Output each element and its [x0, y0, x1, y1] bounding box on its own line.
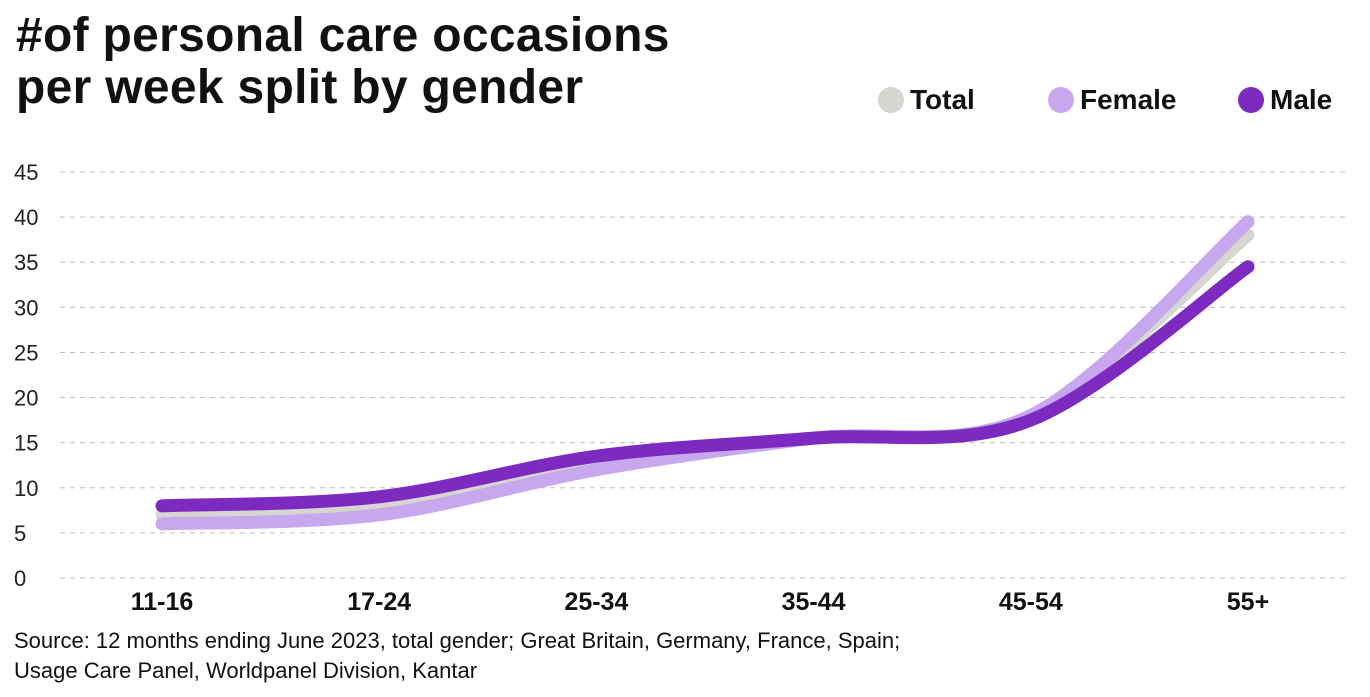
y-tick-label: 35: [14, 250, 38, 275]
series-line-female: [155, 215, 1255, 531]
legend-label-male: Male: [1270, 84, 1333, 115]
legend-label-female: Female: [1080, 84, 1177, 115]
source-line-1: Source: 12 months ending June 2023, tota…: [14, 628, 901, 653]
chart-title: #of personal care occasions per week spl…: [16, 10, 836, 114]
x-tick-label: 55+: [1227, 588, 1269, 616]
legend-swatch-male: [1238, 87, 1264, 113]
legend-item-female: Female: [1048, 84, 1177, 116]
line-chart: 0 5 10 15 20 25 30 35 40 45 11-16 17-24 25-34 35-44 45…: [14, 160, 1345, 616]
x-tick-label: 11-16: [131, 588, 194, 616]
y-tick-label: 45: [14, 160, 38, 185]
y-tick-label: 25: [14, 340, 38, 365]
legend-item-male: Male: [1238, 84, 1332, 116]
x-tick-label: 35-44: [782, 588, 846, 616]
x-tick-label: 25-34: [564, 588, 628, 616]
chart-title-line-1: #of personal care occasions: [16, 9, 670, 62]
x-tick-label: 45-54: [999, 588, 1063, 616]
series-line-male: [155, 260, 1255, 513]
x-tick-label: 17-24: [347, 588, 411, 616]
legend-label-total: Total: [910, 84, 975, 115]
y-tick-label: 40: [14, 205, 38, 230]
y-tick-label: 20: [14, 386, 38, 411]
legend: Total Female Male: [870, 84, 1350, 120]
source-note: Source: 12 months ending June 2023, tota…: [14, 626, 900, 686]
legend-item-total: Total: [878, 84, 975, 116]
legend-swatch-total: [878, 87, 904, 113]
chart-title-line-2: per week split by gender: [16, 61, 584, 114]
source-line-2: Usage Care Panel, Worldpanel Division, K…: [14, 658, 478, 683]
y-tick-label: 30: [14, 295, 38, 320]
legend-swatch-female: [1048, 87, 1074, 113]
y-tick-label: 0: [14, 566, 26, 591]
y-tick-label: 15: [14, 431, 38, 456]
y-tick-label: 10: [14, 476, 38, 501]
y-tick-label: 5: [14, 521, 26, 546]
